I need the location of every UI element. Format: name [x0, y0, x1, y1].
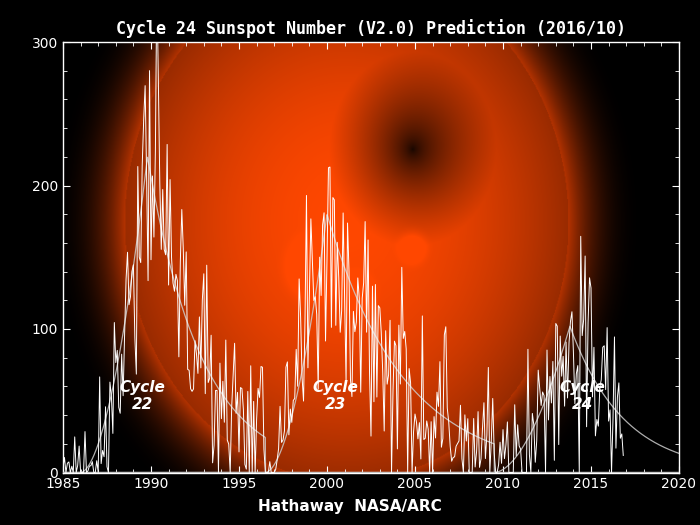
- Text: Cycle
23: Cycle 23: [313, 380, 358, 412]
- Text: Cycle
24: Cycle 24: [559, 380, 605, 412]
- Title: Cycle 24 Sunspot Number (V2.0) Prediction (2016/10): Cycle 24 Sunspot Number (V2.0) Predictio…: [116, 19, 626, 38]
- Text: Cycle
22: Cycle 22: [119, 380, 165, 412]
- Text: Hathaway  NASA/ARC: Hathaway NASA/ARC: [258, 499, 442, 514]
